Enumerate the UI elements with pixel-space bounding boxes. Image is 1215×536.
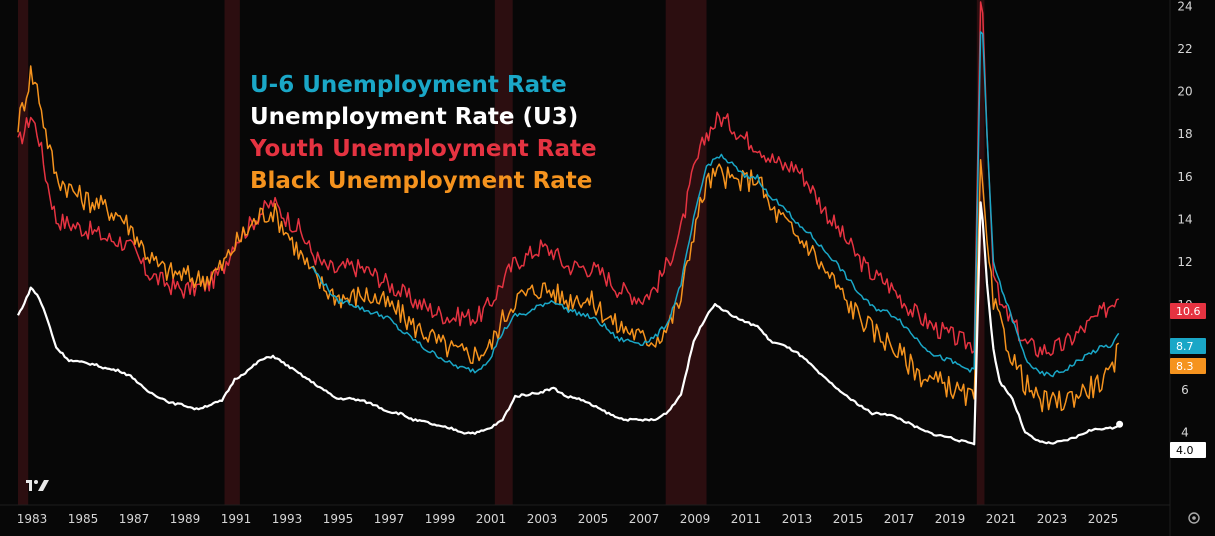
last-value-text: 10.6 [1176, 305, 1201, 318]
legend: U-6 Unemployment Rate Unemployment Rate (… [249, 72, 597, 194]
recession-band-5 [976, 0, 985, 505]
x-tick-label: 1995 [323, 512, 354, 526]
y-tick-label: 14 [1177, 213, 1192, 227]
recession-band-1 [18, 0, 29, 505]
series-lines [17, 1, 1124, 446]
last-value-text: 8.3 [1176, 360, 1194, 373]
legend-entry-u3: Unemployment Rate (U3) [250, 104, 578, 130]
x-tick-label: 2019 [935, 512, 966, 526]
x-tick-label: 2017 [884, 512, 915, 526]
x-tick-label: 2005 [578, 512, 609, 526]
x-tick-label: 2011 [731, 512, 762, 526]
x-tick-label: 1987 [119, 512, 150, 526]
series-line-u3 [17, 201, 1120, 446]
y-tick-label: 18 [1177, 127, 1192, 141]
x-tick-label: 2021 [986, 512, 1017, 526]
x-tick-label: 2001 [476, 512, 507, 526]
series-line-u6 [311, 31, 1120, 378]
legend-entry-black: Black Unemployment Rate [250, 168, 592, 194]
x-tick-label: 2003 [527, 512, 558, 526]
x-tick-label: 1989 [170, 512, 201, 526]
x-tick-label: 2015 [833, 512, 864, 526]
x-tick-label: 1983 [17, 512, 48, 526]
x-tick-label: 2013 [782, 512, 813, 526]
x-tick-labels: 1983 1985 1987 1989 1991 1993 1995 1997 1999 2001… [17, 512, 1119, 526]
recession-band-3 [494, 0, 513, 505]
y-tick-label: 22 [1177, 42, 1192, 56]
y-tick-label: 20 [1177, 85, 1192, 99]
last-value-badge-black: 8.3 [1170, 358, 1206, 374]
x-tick-label: 2007 [629, 512, 660, 526]
y-tick-label: 24 [1177, 0, 1192, 13]
x-tick-label: 2023 [1037, 512, 1068, 526]
x-tick-label: 1985 [68, 512, 99, 526]
x-tick-label: 2025 [1088, 512, 1119, 526]
u3-endpoint-marker [1116, 420, 1124, 428]
last-value-badge-u6: 8.7 [1170, 338, 1206, 354]
last-value-text: 8.7 [1176, 340, 1194, 353]
y-tick-label: 4 [1181, 426, 1189, 440]
x-tick-label: 1997 [374, 512, 405, 526]
last-value-badge-youth: 10.6 [1170, 303, 1206, 319]
x-tick-label: 1993 [272, 512, 303, 526]
legend-entry-u6: U-6 Unemployment Rate [250, 72, 567, 98]
x-tick-label: 2009 [680, 512, 711, 526]
x-tick-label: 1991 [221, 512, 252, 526]
last-value-text: 4.0 [1176, 444, 1194, 457]
gear-icon[interactable] [1188, 512, 1200, 524]
y-tick-label: 6 [1181, 383, 1189, 397]
tradingview-logo-icon[interactable] [26, 480, 49, 491]
series-line-black [17, 65, 1120, 413]
last-value-badges: 10.6 8.7 8.3 4.0 [1170, 303, 1206, 458]
y-tick-label: 12 [1177, 255, 1192, 269]
last-value-badge-u3: 4.0 [1170, 442, 1206, 458]
legend-entry-youth: Youth Unemployment Rate [249, 136, 597, 162]
y-tick-label: 16 [1177, 170, 1192, 184]
x-tick-label: 1999 [425, 512, 456, 526]
